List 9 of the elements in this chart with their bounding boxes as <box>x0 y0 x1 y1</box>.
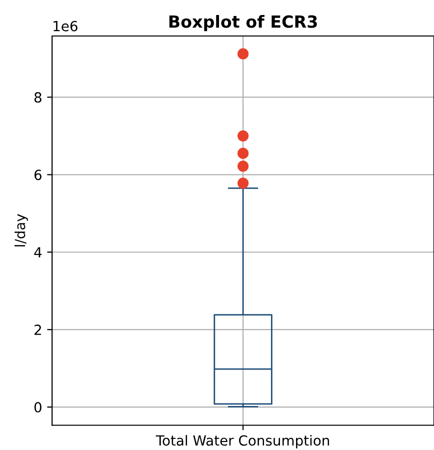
y-tick-label: 4 <box>34 247 42 258</box>
x-tick-label: Total Water Consumption <box>156 434 330 448</box>
y-tick-label: 6 <box>34 170 42 180</box>
chart-title: Boxplot of ECR3 <box>169 15 317 32</box>
y-tick-label: 8 <box>34 92 42 103</box>
y-tick-label: 0 <box>34 402 42 413</box>
text: 1e6 <box>54 20 78 32</box>
y-axis-title: l/day <box>14 214 28 246</box>
y-tick-label: 2 <box>34 324 41 335</box>
